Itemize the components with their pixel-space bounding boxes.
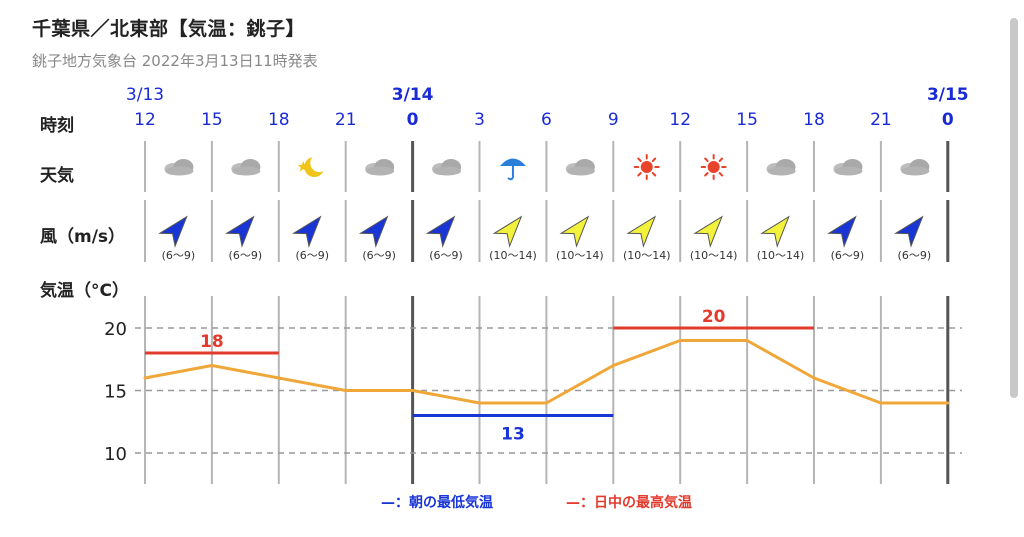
hour-label: 0 [407, 110, 419, 130]
hour-label: 15 [201, 110, 223, 130]
date-label: 3/14 [392, 85, 434, 105]
sun-icon [633, 154, 660, 180]
cloud-icon [833, 159, 863, 176]
wind-arrow-icon [492, 215, 523, 248]
hour-label: 15 [736, 110, 758, 130]
y-tick-label: 15 [104, 382, 127, 403]
temp-row-label: 気温（°C） [40, 281, 129, 301]
wind-arrow-icon [760, 215, 790, 248]
temperature-point [879, 401, 883, 405]
hour-label: 9 [608, 110, 619, 130]
legend-min-temp: —：朝の最低気温 [381, 495, 493, 511]
hour-label: 18 [803, 110, 825, 130]
y-tick-label: 10 [104, 444, 127, 465]
temperature-point [544, 401, 548, 405]
wind-range-label: (10〜14) [757, 249, 805, 262]
cloud-icon [365, 159, 395, 176]
cloud-icon [432, 159, 462, 176]
hour-label: 3 [474, 110, 485, 130]
wind-arrow-icon [693, 215, 723, 248]
hour-label: 18 [268, 110, 290, 130]
wind-arrow-icon [425, 215, 456, 248]
hour-label: 12 [134, 110, 156, 130]
max-temp-label: 20 [702, 307, 726, 327]
wind-arrow-icon [291, 215, 322, 248]
temperature-point [478, 401, 481, 405]
wind-range-label: (6〜9) [898, 249, 932, 262]
wind-arrow-icon [893, 215, 924, 248]
cloud-icon [565, 159, 595, 176]
wind-range-label: (10〜14) [690, 249, 738, 262]
wind-range-label: (6〜9) [295, 249, 329, 262]
hour-label: 0 [942, 110, 954, 130]
temperature-point [745, 339, 749, 342]
min-temp-label: 13 [501, 425, 525, 445]
wind-range-label: (10〜14) [489, 249, 537, 262]
temperature-point [946, 401, 950, 405]
wind-range-label: (6〜9) [429, 249, 463, 262]
hour-label: 12 [669, 110, 691, 130]
wind-arrow-icon [827, 215, 857, 248]
wind-range-label: (10〜14) [556, 249, 604, 262]
sun-icon [700, 154, 727, 180]
umbrella-icon [499, 158, 526, 181]
scrollbar[interactable] [1010, 18, 1018, 398]
weather-row-label: 天気 [40, 166, 74, 186]
wind-arrow-icon [158, 215, 188, 248]
temperature-point [277, 376, 281, 380]
date-label: 3/15 [927, 85, 969, 105]
wind-range-label: (10〜14) [623, 249, 671, 262]
hour-label: 21 [870, 110, 892, 130]
wind-range-label: (6〜9) [162, 249, 196, 262]
temperature-point [411, 389, 415, 392]
temperature-point [611, 364, 615, 367]
date-label: 3/13 [126, 85, 164, 105]
wind-arrow-icon [224, 215, 255, 248]
wind-range-label: (6〜9) [362, 249, 396, 262]
temperature-point [812, 376, 816, 380]
wind-range-label: (6〜9) [229, 249, 263, 262]
moon-icon [297, 154, 329, 177]
page-title: 千葉県／北東部【気温：銚子】 [32, 18, 306, 40]
cloud-icon [766, 159, 796, 176]
page-subtitle: 銚子地方気象台 2022年3月13日11時発表 [32, 52, 318, 70]
legend-max-temp: —：日中の最高気温 [566, 495, 692, 511]
hour-label: 6 [541, 110, 552, 130]
wind-arrow-icon [358, 215, 389, 248]
hour-label: 21 [335, 110, 357, 130]
cloud-icon [164, 159, 194, 176]
temperature-point [143, 376, 147, 380]
y-tick-label: 20 [104, 319, 127, 340]
wind-range-label: (6〜9) [831, 249, 865, 262]
max-temp-label: 18 [200, 332, 224, 352]
wind-row-label: 風（m/s） [40, 227, 126, 247]
cloud-icon [900, 159, 930, 176]
temperature-point [210, 364, 214, 367]
cloud-icon [231, 159, 261, 176]
wind-arrow-icon [626, 215, 657, 248]
time-row-label: 時刻 [40, 116, 74, 136]
temperature-point [678, 339, 682, 342]
wind-arrow-icon [559, 215, 590, 248]
temperature-point [344, 389, 348, 392]
